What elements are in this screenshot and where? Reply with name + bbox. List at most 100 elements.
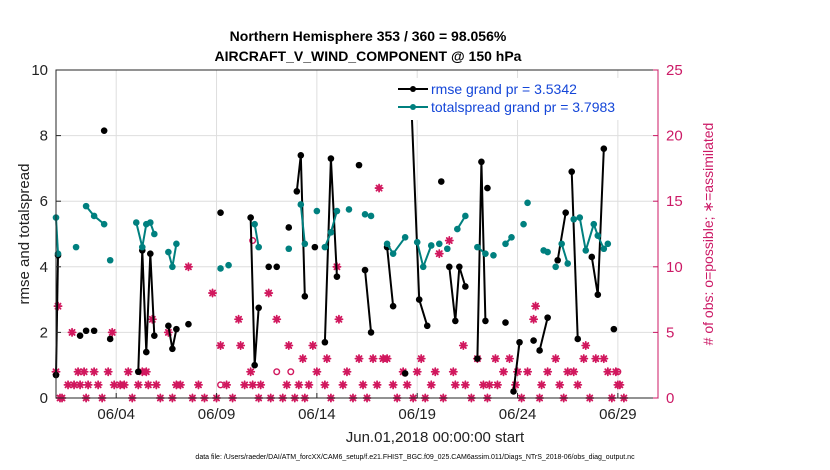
- axes-layer: 06/04 06/09 06/14 06/19 06/24 06/29 0 2 4 6 8 10 0 5 1…: [31, 62, 682, 423]
- rmse-line-segment: [556, 212, 567, 261]
- totalspread-point: [427, 242, 435, 249]
- obs-assimilated-marker: [89, 367, 99, 377]
- rmse-point: [143, 348, 150, 356]
- totalspread-point: [490, 252, 497, 259]
- rmse-point: [536, 347, 543, 354]
- rmse-point: [530, 337, 537, 344]
- obs-assimilated-marker: [222, 380, 232, 390]
- legend: rmse grand pr = 3.5342 totalspread grand…: [392, 78, 654, 120]
- rmse-point: [173, 325, 180, 333]
- legend-spread-marker: [410, 104, 416, 110]
- obs-assimilated-marker: [523, 367, 533, 377]
- rmse-point: [147, 250, 154, 257]
- totalspread-point: [82, 202, 90, 210]
- rmse-point: [217, 209, 224, 216]
- obs-assimilated-marker: [599, 354, 609, 364]
- totalspread-point: [570, 215, 578, 223]
- totalspread-point: [285, 245, 293, 253]
- obs-assimilated-marker: [183, 262, 193, 272]
- series-layer: [51, 92, 629, 403]
- obs-assimilated-marker: [248, 380, 258, 390]
- rmse-line-segment: [386, 247, 395, 307]
- obs-assimilated-marker: [338, 380, 348, 390]
- rmse-point: [321, 338, 329, 346]
- totalspread-point: [389, 250, 397, 257]
- rmse-point: [185, 320, 192, 328]
- y-right-tick-label: 20: [666, 128, 683, 145]
- legend-rmse-label: rmse grand pr = 3.5342: [431, 81, 577, 97]
- obs-assimilated-marker: [388, 380, 398, 390]
- obs-assimilated-marker: [416, 354, 426, 364]
- y-left-tick-label: 0: [40, 390, 48, 407]
- rmse-point: [562, 209, 569, 216]
- rmse-point: [446, 263, 453, 271]
- obs-assimilated-marker: [374, 183, 384, 193]
- totalspread-point: [100, 220, 108, 228]
- rmse-point: [510, 388, 517, 395]
- totalspread-point: [576, 214, 584, 221]
- rmse-point: [594, 291, 602, 298]
- rmse-point: [456, 263, 463, 271]
- obs-assimilated-marker: [308, 341, 318, 351]
- obs-assimilated-marker: [284, 341, 294, 351]
- obs-assimilated-marker: [450, 380, 460, 390]
- obs-assimilated-marker: [175, 380, 185, 390]
- rmse-line-segment: [538, 317, 549, 351]
- rmse-point: [76, 332, 84, 339]
- obs-assimilated-marker: [537, 380, 547, 390]
- rmse-point: [554, 256, 561, 264]
- y-right-tick-label: 10: [666, 259, 683, 276]
- y-left-tick-label: 6: [40, 193, 48, 210]
- x-tick-label: 06/14: [298, 406, 336, 423]
- totalspread-point: [508, 233, 515, 241]
- obs-assimilated-marker: [93, 380, 103, 390]
- obs-assimilated-marker: [591, 354, 601, 364]
- obs-assimilated-marker: [543, 367, 553, 377]
- rmse-point: [544, 314, 551, 321]
- obs-possible-marker: [273, 368, 281, 376]
- obs-assimilated-marker: [492, 380, 502, 390]
- rmse-point: [568, 168, 576, 175]
- obs-assimilated-marker: [490, 354, 500, 364]
- obs-assimilated-marker: [298, 354, 308, 364]
- totalspread-point: [444, 245, 451, 253]
- totalspread-point: [544, 248, 551, 256]
- rmse-point: [169, 345, 176, 353]
- totalspread-point: [169, 263, 176, 271]
- obs-assimilated-marker: [611, 367, 621, 377]
- rmse-point: [311, 243, 319, 251]
- totalspread-point: [132, 219, 140, 226]
- rmse-point: [610, 325, 618, 333]
- obs-assimilated-marker: [143, 380, 153, 390]
- rmse-point: [82, 327, 90, 335]
- obs-assimilated-marker: [75, 380, 85, 390]
- obs-assimilated-marker: [372, 380, 382, 390]
- rmse-point: [151, 332, 158, 339]
- totalspread-point: [173, 240, 180, 248]
- totalspread-point: [138, 243, 146, 251]
- obs-assimilated-marker: [402, 380, 412, 390]
- chart-title: Northern Hemisphere 353 / 360 = 98.056% …: [215, 28, 522, 64]
- totalspread-point: [462, 212, 469, 220]
- obs-possible-marker: [614, 368, 622, 376]
- totalspread-point: [419, 263, 427, 271]
- obs-assimilated-marker: [264, 288, 274, 298]
- totalspread-line-segment: [560, 243, 569, 264]
- obs-assimilated-marker: [531, 301, 541, 311]
- obs-assimilated-marker: [354, 354, 364, 364]
- rmse-point: [273, 263, 281, 271]
- x-tick-label: 06/04: [97, 406, 135, 423]
- x-axis-label: Jun.01,2018 00:00:00 start: [346, 429, 525, 446]
- totalspread-point: [165, 248, 172, 256]
- totalspread-point: [401, 233, 409, 241]
- totalspread-line-segment: [253, 223, 260, 248]
- totalspread-point: [435, 240, 443, 248]
- rmse-point: [474, 355, 481, 362]
- obs-assimilated-marker: [282, 380, 292, 390]
- obs-assimilated-marker: [412, 367, 422, 377]
- totalspread-point: [482, 250, 489, 257]
- rmse-point: [90, 327, 98, 335]
- totalspread-point: [600, 245, 608, 253]
- obs-assimilated-marker: [358, 380, 368, 390]
